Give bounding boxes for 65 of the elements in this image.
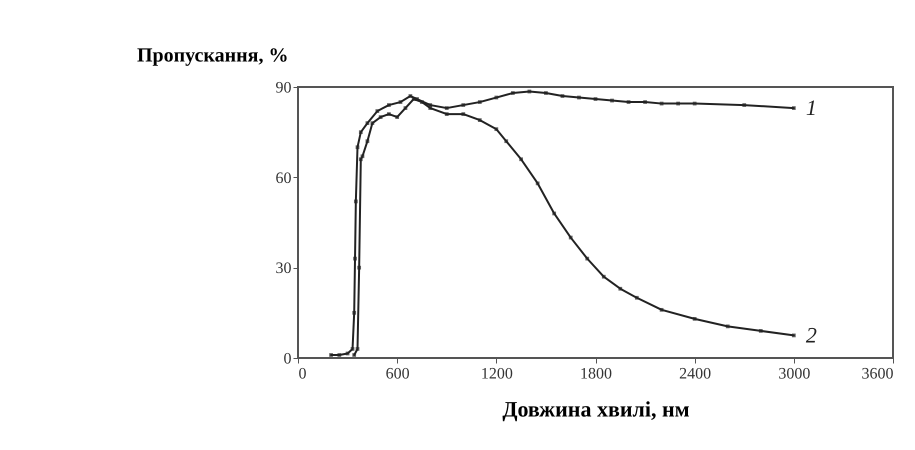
- point: [758, 329, 763, 333]
- series-label: 2: [806, 322, 817, 348]
- point: [478, 100, 482, 104]
- point: [398, 100, 402, 104]
- x-axis-title: Довжина хвилі, нм: [502, 396, 690, 422]
- y-tick-label: 60: [276, 170, 292, 187]
- point: [610, 98, 614, 102]
- point: [643, 100, 647, 104]
- point: [726, 324, 730, 328]
- point: [387, 103, 391, 107]
- point: [412, 97, 416, 101]
- x-tick-label: 3000: [778, 366, 810, 382]
- point: [350, 347, 354, 351]
- point: [387, 112, 391, 116]
- point: [354, 200, 358, 204]
- series-label: 1: [806, 95, 817, 120]
- point: [494, 96, 498, 100]
- x-tick-label: 3600: [862, 366, 894, 382]
- point: [552, 212, 556, 216]
- point: [461, 103, 466, 107]
- point: [375, 109, 380, 113]
- point: [415, 97, 419, 101]
- point: [428, 106, 432, 110]
- x-tick-label: 1800: [580, 366, 612, 382]
- point: [692, 102, 697, 106]
- point: [577, 96, 581, 100]
- point: [461, 112, 466, 116]
- point: [395, 115, 400, 119]
- point: [676, 102, 680, 106]
- point: [510, 91, 515, 95]
- x-tick-label: 1200: [480, 366, 513, 382]
- point: [346, 352, 350, 356]
- point: [352, 353, 356, 357]
- point: [366, 139, 370, 144]
- point: [792, 106, 796, 110]
- x-tick-label: 600: [386, 366, 410, 382]
- point: [792, 334, 796, 338]
- point: [408, 94, 412, 98]
- point: [528, 90, 532, 94]
- point: [626, 100, 630, 104]
- point: [420, 100, 424, 104]
- point: [444, 112, 449, 116]
- point: [353, 256, 357, 261]
- point: [356, 145, 360, 150]
- point: [337, 353, 342, 357]
- point: [329, 353, 333, 357]
- point: [742, 103, 746, 107]
- point: [660, 102, 664, 106]
- point: [660, 308, 664, 312]
- y-tick-label: 0: [284, 350, 292, 368]
- y-axis-title: Пропускання, %: [136, 44, 288, 66]
- x-tick-label: 0: [298, 366, 306, 382]
- y-tick-label: 90: [276, 80, 292, 96]
- y-tick-label: 30: [276, 260, 292, 278]
- point: [356, 347, 360, 351]
- point: [560, 94, 564, 98]
- point: [360, 154, 364, 158]
- x-tick-label: 2400: [679, 366, 712, 382]
- point: [378, 115, 383, 119]
- point: [404, 106, 408, 110]
- point: [568, 236, 573, 240]
- point: [366, 121, 370, 126]
- point: [594, 97, 598, 101]
- point: [444, 106, 449, 110]
- point: [544, 91, 548, 95]
